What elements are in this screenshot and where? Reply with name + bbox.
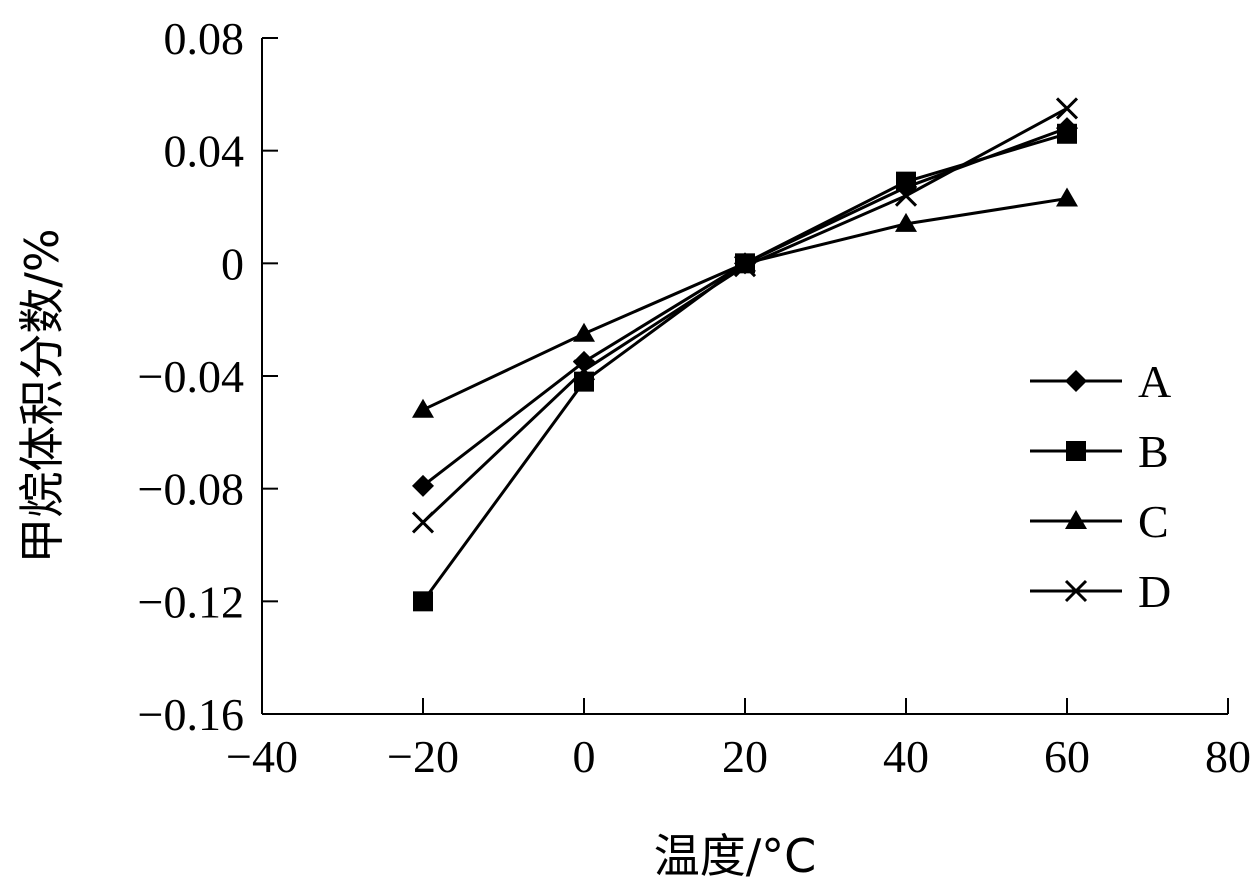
legend-marker — [1065, 510, 1087, 529]
x-tick-label: 40 — [883, 731, 929, 782]
data-point-c — [895, 212, 917, 232]
data-point-d — [894, 184, 918, 207]
y-tick-label: −0.16 — [138, 689, 244, 740]
legend-label: C — [1138, 496, 1169, 547]
data-point-b — [896, 171, 916, 192]
data-point-c — [573, 322, 595, 342]
x-tick-label: 60 — [1044, 731, 1090, 782]
data-point-b — [413, 591, 433, 612]
data-point-b — [574, 371, 594, 392]
y-tick-label: 0 — [221, 238, 244, 289]
plot-lines — [421, 107, 1068, 603]
data-point-d — [733, 255, 757, 278]
axes — [261, 38, 1228, 715]
legend-marker — [1064, 579, 1088, 603]
legend-label: B — [1138, 426, 1169, 477]
data-point-a — [412, 474, 434, 497]
data-point-d — [1055, 97, 1079, 120]
data-point-d — [572, 359, 596, 382]
y-tick-label: −0.04 — [138, 351, 244, 402]
legend-item-b: B — [1030, 426, 1169, 477]
legend-item-a: A — [1030, 356, 1171, 407]
legend-item-c: C — [1030, 496, 1169, 547]
x-tick-label: −40 — [226, 731, 298, 782]
x-tick-label: 20 — [722, 731, 768, 782]
legend-marker — [1065, 370, 1087, 392]
y-axis-title: 甲烷体积分数/% — [15, 228, 69, 563]
x-tick-label: 0 — [573, 731, 596, 782]
data-point-a — [573, 350, 595, 373]
legend-label: A — [1138, 356, 1171, 407]
data-point-c — [1056, 187, 1078, 207]
series-line-d — [421, 107, 1068, 524]
legend-marker — [1066, 441, 1086, 461]
legend-label: D — [1138, 566, 1171, 617]
y-tick-label: 0.04 — [164, 126, 245, 177]
y-tick-label: 0.08 — [164, 13, 245, 64]
x-axis-title: 温度/°C — [654, 829, 817, 883]
markers — [411, 97, 1079, 612]
series-line-b — [421, 132, 1068, 603]
data-point-b — [1057, 123, 1077, 144]
data-point-c — [412, 398, 434, 418]
ticks: 0.08 0.04 0 −0.04 −0.08 −0.12 −0.16−40 −20 0 20 40… — [138, 13, 1251, 782]
x-tick-label: −20 — [387, 731, 459, 782]
x-tick-label: 80 — [1205, 731, 1251, 782]
legend-item-d: D — [1030, 566, 1171, 617]
series-line-c — [422, 197, 1068, 412]
data-point-d — [411, 511, 435, 534]
data-point-c — [734, 252, 756, 272]
y-tick-label: −0.12 — [138, 576, 244, 627]
y-tick-label: −0.08 — [138, 464, 244, 515]
